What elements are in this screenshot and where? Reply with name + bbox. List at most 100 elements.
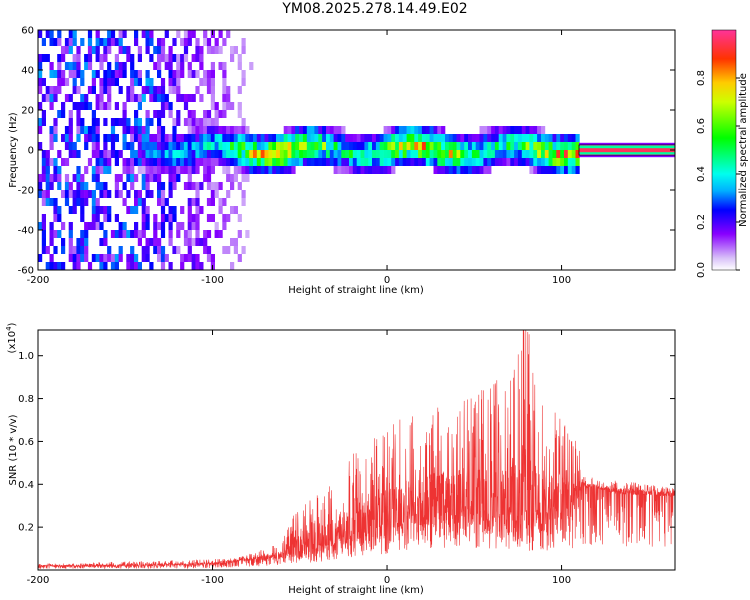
spectrogram-cell	[191, 214, 196, 222]
spectrogram-cell	[414, 126, 419, 134]
spectrogram-cell	[226, 174, 231, 182]
spectrogram-cell	[214, 158, 219, 166]
spectrogram-cell	[383, 158, 388, 166]
spectrogram-cell	[226, 102, 231, 110]
spectrogram-cell	[310, 126, 315, 134]
spectrogram-cell	[529, 126, 534, 134]
spectrogram-cell	[195, 54, 200, 62]
spectrogram-cell	[160, 102, 166, 110]
spectrogram-cell	[84, 246, 89, 254]
spectrogram-cell	[195, 126, 200, 134]
spectrogram-cell	[157, 118, 162, 126]
spectrogram-cell	[157, 182, 162, 190]
spectrogram-cell	[145, 78, 150, 86]
spectrogram-cell	[110, 254, 116, 262]
spectrogram-cell	[483, 142, 488, 150]
spectrogram-cell	[387, 142, 392, 150]
spectrogram-cell	[141, 150, 146, 158]
spectrogram-cell	[103, 78, 108, 86]
spectrogram-cell	[141, 86, 146, 94]
spectrogram-cell	[87, 190, 93, 198]
spectrogram-cell	[498, 142, 503, 150]
spectrogram-cell	[195, 262, 200, 270]
spectrogram-cell	[245, 150, 250, 158]
spectrogram-cell	[187, 94, 192, 102]
spectrogram-cell	[38, 78, 43, 86]
spectrogram-cell	[168, 158, 173, 166]
spectrogram-cell	[157, 238, 162, 246]
spectrogram-cell	[145, 246, 150, 254]
spectrogram-cell	[521, 142, 526, 150]
spectrogram-cell	[153, 110, 158, 118]
y-tick-label: 1.0	[18, 351, 34, 362]
spectrogram-cell	[195, 166, 200, 174]
spectrogram-cell	[195, 46, 200, 54]
spectrogram-cell	[218, 62, 223, 70]
spectrogram-cell	[195, 190, 200, 198]
spectrogram-cell	[191, 70, 196, 78]
spectrogram-cell	[479, 126, 484, 134]
spectrogram-cell	[241, 70, 246, 78]
spectrogram-cell	[114, 134, 119, 142]
spectrogram-cell	[103, 150, 108, 158]
spectrogram-cell	[437, 158, 442, 166]
spectrogram-cell	[41, 214, 46, 222]
spectrogram-cell	[318, 158, 323, 166]
spectrogram-cell	[157, 174, 162, 182]
spectrogram-cell	[571, 166, 576, 174]
spectrogram-cell	[157, 70, 162, 78]
spectrogram-cell	[122, 62, 127, 70]
spectrogram-cell	[237, 54, 242, 62]
spectrogram-cell	[157, 46, 162, 54]
spectrogram-cell	[57, 110, 62, 118]
spectrogram-cell	[226, 86, 231, 94]
spectrogram-cell	[383, 134, 388, 142]
spectrogram-cell	[464, 158, 469, 166]
spectrogram-cell	[134, 30, 139, 38]
spectrogram-cell	[437, 126, 442, 134]
spectrogram-cell	[187, 158, 192, 166]
spectrogram-cell	[176, 70, 181, 78]
spectrogram-cell	[183, 254, 189, 262]
spectrogram-cell	[107, 30, 112, 38]
spectrogram-cell	[210, 214, 215, 222]
spectrogram-cell	[53, 86, 58, 94]
spectrogram-cell	[137, 78, 142, 86]
spectrogram-cell	[218, 198, 223, 206]
spectrogram-cell	[253, 150, 258, 158]
spectrogram-cell	[126, 206, 131, 214]
spectrogram-cell	[494, 134, 500, 142]
spectrogram-cell	[206, 254, 212, 262]
spectrogram-cell	[395, 142, 400, 150]
spectrogram-cell	[61, 102, 66, 110]
spectrogram-cell	[57, 150, 62, 158]
spectrogram-cell	[517, 134, 523, 142]
spectrogram-cell	[122, 30, 127, 38]
spectrogram-cell	[176, 230, 181, 238]
spectrogram-cell	[183, 158, 189, 166]
spectrogram-cell	[349, 158, 354, 166]
spectrogram-cell	[64, 174, 70, 182]
y-tick-label: 0.4	[18, 480, 34, 491]
spectrogram-cell	[214, 150, 219, 158]
spectrogram-cell	[168, 102, 173, 110]
spectrogram-cell	[203, 30, 208, 38]
spectrogram-cell	[80, 78, 85, 86]
spectrogram-cell	[360, 142, 365, 150]
spectrogram-cell	[349, 134, 354, 142]
spectrogram-cell	[206, 38, 212, 46]
spectrogram-cell	[295, 150, 300, 158]
spectrogram-cell	[41, 230, 46, 238]
spectrogram-cell	[176, 222, 181, 230]
spectrogram-cell	[464, 166, 469, 174]
spectrogram-cell	[134, 198, 139, 206]
spectrogram-cell	[218, 126, 223, 134]
spectrogram-cell	[333, 166, 338, 174]
spectrogram-cell	[76, 190, 81, 198]
spectrogram-cell	[149, 86, 154, 94]
spectrogram-cell	[314, 126, 319, 134]
spectrogram-cell	[95, 198, 100, 206]
spectrogram-cell	[241, 142, 246, 150]
spectrogram-cell	[237, 158, 242, 166]
